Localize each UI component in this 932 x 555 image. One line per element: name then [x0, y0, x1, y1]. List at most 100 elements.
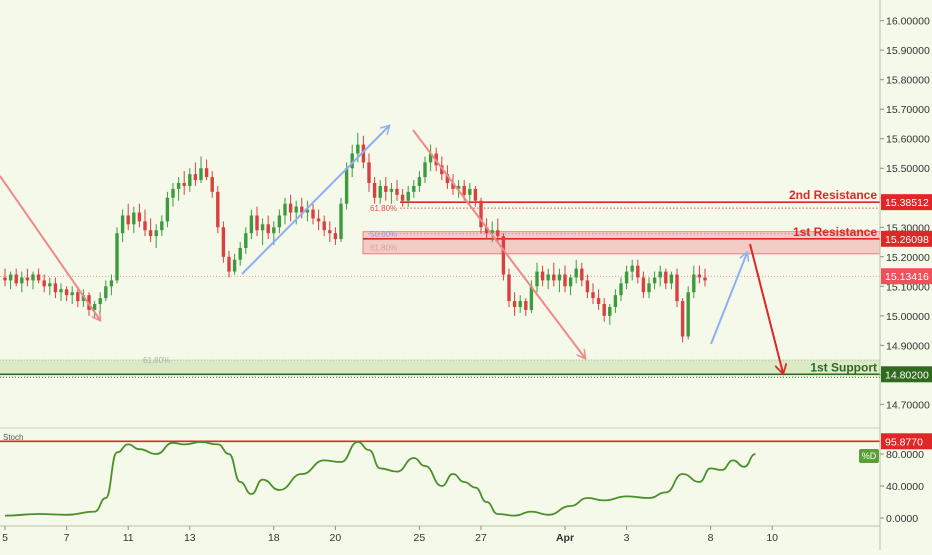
arrow-red-projection	[749, 243, 783, 373]
candle-body	[216, 191, 220, 228]
time-axis-ticks: 5 7 11 13 18 20 25 27 Apr 3 8 10	[2, 526, 778, 544]
candle-body	[31, 274, 35, 281]
candle-body	[602, 304, 606, 316]
fib-label-61-8-upper: 61.80%	[370, 204, 397, 213]
candle-body	[59, 289, 63, 293]
candle-body	[367, 162, 371, 184]
price-axis-tags: 15.38512 15.26098 15.13416 14.80200 95.8770	[881, 194, 932, 450]
candle-body	[501, 236, 506, 275]
arrow-pink-down-mid	[412, 129, 585, 358]
candle-body	[585, 280, 590, 293]
candle-body	[568, 277, 573, 287]
fib-label-61-8-mid: 61.80%	[370, 243, 397, 252]
candle-body	[305, 209, 310, 213]
candle-body	[652, 277, 657, 284]
candle-body	[255, 215, 259, 231]
price-axis-tag-label: 95.8770	[885, 436, 923, 448]
candle-body	[484, 227, 489, 234]
support-zone	[0, 359, 880, 375]
candle-body	[311, 209, 315, 219]
price-tick-label: 14.90000	[886, 340, 930, 352]
price-axis-tag-label: 15.26098	[885, 234, 929, 246]
candle-body	[675, 274, 679, 302]
candle-body	[25, 277, 30, 281]
price-tick-label: 15.50000	[886, 163, 930, 175]
candle-body	[260, 224, 265, 231]
price-tick-label: 15.70000	[886, 104, 930, 116]
candle-body	[339, 203, 343, 240]
arrow-blue-up-1	[241, 126, 389, 275]
time-tick-label: 18	[268, 532, 280, 544]
candle-body	[148, 230, 153, 237]
candle-body	[14, 274, 18, 284]
candle-body	[42, 280, 46, 287]
time-tick-label: 25	[414, 532, 426, 544]
candle-body	[630, 265, 634, 272]
candle-body	[384, 185, 388, 192]
stoch-tick-label: 0.0000	[886, 513, 918, 525]
candle-body	[529, 286, 534, 310]
candle-body	[294, 206, 298, 213]
candle-body	[686, 292, 690, 337]
first-resistance-label: 1st Resistance	[793, 225, 877, 239]
candle-body	[664, 271, 668, 284]
candle-body	[535, 271, 539, 287]
candle-body	[518, 301, 522, 307]
candle-body	[613, 295, 618, 307]
price-axis-tag	[881, 230, 932, 247]
candle-body	[171, 188, 175, 198]
arrow-blue-up-2	[710, 253, 747, 345]
price-axis-tag	[881, 194, 932, 211]
candle-body	[703, 277, 707, 281]
candle-body	[53, 283, 58, 293]
price-tick-label: 16.00000	[886, 16, 930, 28]
price-tick-label: 15.90000	[886, 45, 930, 57]
candle-body	[316, 218, 321, 222]
candle-body	[3, 277, 7, 281]
price-axis-ticks: 16.00000 15.90000 15.80000 15.70000 15.60000…	[880, 16, 930, 411]
candle-body	[288, 203, 293, 213]
candle-body	[540, 271, 545, 281]
candle-body	[496, 230, 500, 237]
candle-body	[132, 212, 136, 225]
price-tick-label: 15.20000	[886, 252, 930, 264]
candle-body	[619, 283, 623, 296]
candle-body	[272, 227, 276, 234]
candle-body	[524, 301, 528, 310]
candle-body	[344, 168, 349, 204]
time-tick-label: 7	[64, 532, 70, 544]
stoch-d-line	[4, 441, 756, 517]
candle-body	[98, 298, 102, 305]
candle-body	[154, 230, 158, 237]
candle-body	[277, 215, 282, 228]
candle-body	[238, 247, 242, 260]
candle-body	[328, 230, 332, 234]
candle-body	[641, 277, 646, 293]
time-tick-label: 10	[766, 532, 778, 544]
candle-body	[143, 221, 147, 231]
candle-body	[507, 274, 511, 302]
candle-body	[412, 185, 416, 192]
price-tick-label: 14.70000	[886, 399, 930, 411]
stoch-d-tag-label: %D	[862, 451, 877, 461]
candle-body	[624, 271, 629, 284]
first-support-label: 1st Support	[810, 360, 877, 374]
candle-body	[227, 256, 231, 272]
candle-body	[109, 280, 114, 287]
candle-body	[580, 268, 584, 281]
candle-body	[249, 215, 254, 234]
candle-body	[647, 283, 651, 293]
candle-body	[462, 185, 466, 195]
candle-body	[490, 230, 494, 234]
candle-body	[479, 200, 483, 228]
candle-body	[199, 168, 203, 181]
price-axis-tag-label: 15.38512	[885, 197, 929, 209]
candle-body	[283, 203, 287, 216]
stoch-axis-ticks: 0.0000 40.0000 80.0000	[880, 449, 924, 525]
candle-body	[333, 233, 338, 240]
second-resistance-label: 2nd Resistance	[789, 188, 877, 202]
candle-body	[563, 274, 567, 287]
price-tick-label: 15.10000	[886, 281, 930, 293]
candle-body	[552, 274, 556, 281]
